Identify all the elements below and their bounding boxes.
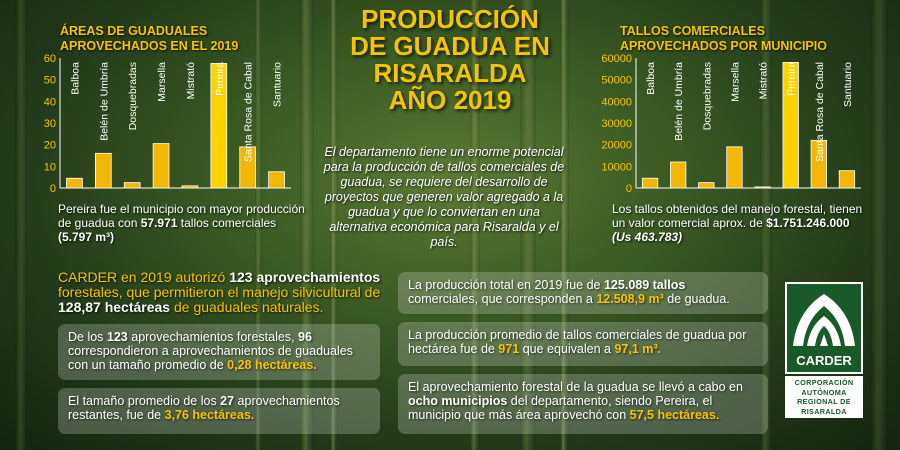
y-tick-label: 60000	[601, 53, 632, 65]
left-note: Pereira fue el municipio con mayor produ…	[58, 202, 305, 244]
category-label: Mistrató	[758, 62, 770, 100]
bar	[66, 177, 83, 189]
bamboo-stalk	[255, 0, 262, 450]
category-label: Balboa	[645, 62, 657, 95]
bar	[210, 63, 228, 189]
category-label: Dosquebradas	[701, 62, 713, 130]
bar	[152, 143, 170, 189]
category-label: Balboa	[69, 62, 81, 95]
bar	[641, 177, 659, 189]
y-tick-label: 20	[44, 140, 56, 152]
category-label: Santuario	[842, 62, 854, 107]
y-tick-label: 0	[50, 183, 56, 194]
bar	[810, 139, 827, 189]
bamboo-stalk	[15, 0, 27, 450]
bar	[181, 185, 199, 189]
left-chart-title: ÁREAS DE GUADUALES APROVECHADOS EN EL 20…	[60, 24, 239, 53]
category-label: Dosquebradas	[127, 62, 139, 130]
lead-statement: CARDER en 2019 autorizó 123 aprovechamie…	[58, 269, 381, 315]
category-label: Belén de Umbría	[673, 62, 685, 141]
y-tick-label: 30	[44, 118, 56, 130]
y-tick-label: 0	[626, 183, 632, 194]
bar	[698, 182, 715, 189]
bamboo-stalk	[300, 0, 314, 450]
y-tick-label: 40	[44, 96, 56, 108]
bar	[239, 146, 257, 189]
fact-box-municipios: El aprovechamiento forestal de la guadua…	[398, 374, 768, 434]
category-label: Marsella	[156, 62, 168, 102]
y-tick-label: 50000	[601, 75, 632, 87]
y-tick-label: 10000	[601, 161, 632, 173]
fact-box-promedio: La producción promedio de tallos comerci…	[398, 322, 768, 366]
bar	[94, 152, 112, 189]
right-chart-title: TALLOS COMERCIALES APROVECHADOS POR MUNI…	[620, 24, 827, 53]
intro-text: El departamento tiene un enorme potencia…	[323, 145, 565, 249]
category-label: Marsella	[729, 62, 741, 102]
fact-box-restantes: El tamaño promedio de los 27 aprovechami…	[58, 388, 380, 434]
category-label: Santa Rosa de Cabal	[814, 62, 826, 162]
bar	[782, 61, 799, 189]
bamboo-stalk	[330, 0, 338, 450]
category-label: Belén de Umbría	[98, 62, 110, 141]
y-tick-label: 50	[44, 75, 56, 87]
bar	[838, 170, 856, 189]
bar	[123, 182, 141, 189]
tallos-bar-chart: 0 10000 20000 30000 40000 50000 60000 Balboa Bel…	[601, 53, 861, 194]
bamboo-leaf-icon	[793, 294, 855, 346]
carder-logo: CARDER CORPORACIÓN AUTÓNOMA REGIONAL DE …	[785, 282, 863, 442]
page-title: PRODUCCIÓN DE GUADUA EN RISARALDA AÑO 20…	[350, 4, 550, 115]
bar	[754, 186, 771, 189]
y-tick-label: 30000	[601, 118, 632, 130]
y-tick-label: 10	[44, 161, 56, 173]
y-tick-label: 60	[44, 53, 56, 65]
category-label: Pereira	[786, 62, 798, 96]
category-label: Santa Rosa de Cabal	[243, 62, 255, 162]
category-label: Pereira	[214, 62, 226, 96]
category-label: Mistrató	[185, 62, 197, 100]
category-label: Santuario	[272, 62, 284, 107]
areas-bar-chart: 0 10 20 30 40 50 60 Balboa Belén de Umbría Dosque…	[44, 53, 291, 194]
bar	[268, 171, 285, 189]
bamboo-stalk	[760, 0, 772, 450]
fact-box-guaduales: De los 123 aprovechamientos forestales, …	[58, 324, 380, 380]
y-tick-label: 40000	[601, 96, 632, 108]
bar	[670, 161, 687, 189]
right-note: Los tallos obtenidos del manejo forestal…	[612, 202, 863, 244]
bar	[726, 146, 743, 189]
bamboo-stalk	[870, 0, 888, 450]
fact-box-produccion-total: La producción total en 2019 fue de 125.0…	[398, 272, 768, 314]
bamboo-stalk	[520, 0, 536, 450]
y-tick-label: 20000	[601, 140, 632, 152]
bamboo-stalk	[470, 0, 480, 450]
bamboo-stalk	[560, 0, 569, 450]
